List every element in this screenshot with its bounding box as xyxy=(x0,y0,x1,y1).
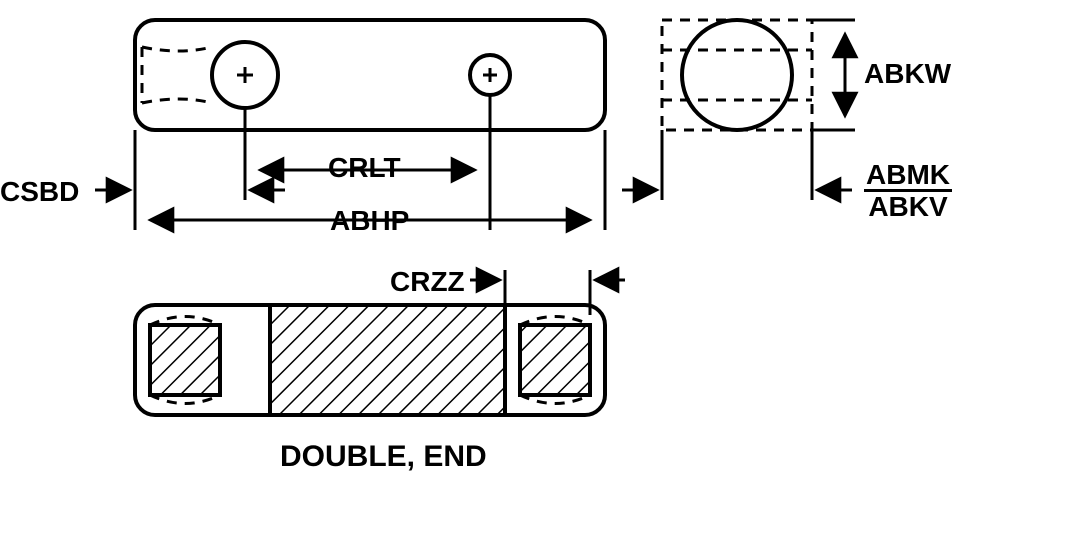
label-csbd: CSBD xyxy=(0,176,79,208)
label-crzz: CRZZ xyxy=(390,266,465,298)
section-view xyxy=(135,305,605,415)
dim-abkw xyxy=(812,20,855,130)
dim-csbd xyxy=(95,130,285,230)
label-abmk: ABMK xyxy=(864,160,952,192)
label-abmk-abkv: ABMK ABKV xyxy=(864,160,952,222)
label-crlt: CRLT xyxy=(328,152,401,184)
label-abhp: ABHP xyxy=(330,205,409,237)
end-view xyxy=(662,20,812,130)
title: DOUBLE, END xyxy=(280,440,487,474)
label-abkw: ABKW xyxy=(864,58,951,90)
dim-abmk-abkv xyxy=(622,130,852,200)
label-abkv: ABKV xyxy=(866,192,949,221)
top-view xyxy=(135,20,605,130)
